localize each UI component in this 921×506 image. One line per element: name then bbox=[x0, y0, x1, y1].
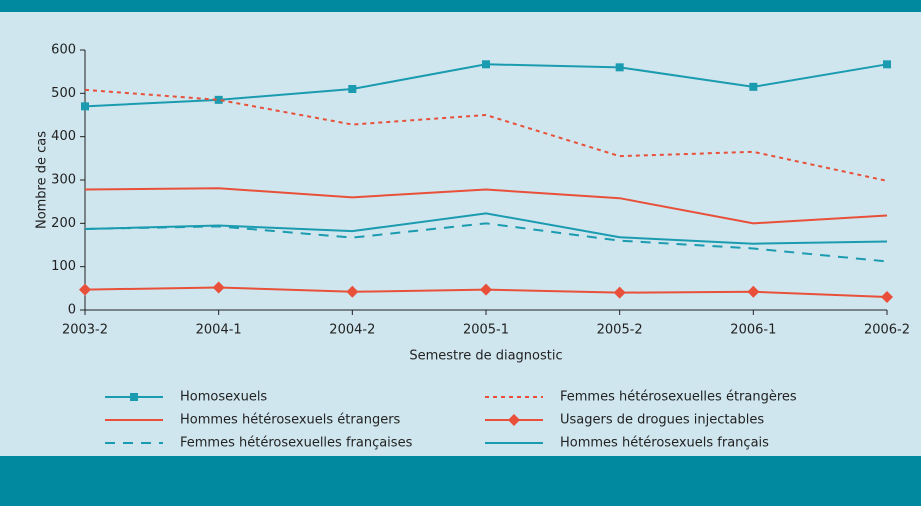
top-bar bbox=[0, 0, 921, 12]
x-tick-label: 2005-1 bbox=[463, 323, 509, 338]
marker bbox=[130, 393, 138, 401]
legend-label: Usagers de drogues injectables bbox=[560, 413, 764, 428]
x-tick-label: 2006-1 bbox=[730, 323, 776, 338]
marker bbox=[883, 60, 891, 69]
line bbox=[84, 187, 888, 225]
marker bbox=[348, 85, 357, 93]
y-tick-label: 100 bbox=[51, 259, 76, 274]
marker bbox=[747, 285, 760, 298]
marker bbox=[749, 82, 758, 91]
x-tick-label: 2004-2 bbox=[329, 323, 375, 338]
bottom-bar bbox=[0, 456, 921, 506]
marker bbox=[482, 60, 490, 69]
x-axis-label: Semestre de diagnostic bbox=[409, 349, 562, 364]
x-tick-label: 2004-1 bbox=[196, 323, 242, 338]
y-tick-label: 300 bbox=[51, 173, 76, 188]
y-tick-label: 200 bbox=[51, 216, 76, 231]
line bbox=[84, 212, 888, 245]
y-tick-label: 600 bbox=[51, 43, 76, 58]
marker bbox=[508, 414, 520, 426]
marker bbox=[81, 102, 89, 111]
marker bbox=[79, 283, 91, 296]
y-axis-label: Nombre de cas bbox=[35, 131, 50, 229]
legend-label: Homosexuels bbox=[180, 390, 267, 405]
legend-label: Hommes hétérosexuels étrangers bbox=[180, 413, 401, 428]
marker bbox=[212, 281, 225, 294]
line bbox=[84, 88, 888, 182]
legend-label: Hommes hétérosexuels français bbox=[560, 436, 769, 451]
marker bbox=[881, 291, 893, 303]
marker bbox=[214, 95, 223, 104]
y-tick-label: 500 bbox=[51, 86, 76, 101]
x-tick-label: 2006-2 bbox=[864, 323, 910, 338]
y-tick-label: 0 bbox=[68, 303, 76, 318]
legend-label: Femmes hétérosexuelles étrangères bbox=[560, 390, 797, 405]
legend-label: Femmes hétérosexuelles françaises bbox=[180, 436, 413, 451]
marker bbox=[346, 285, 359, 298]
marker bbox=[613, 286, 626, 299]
y-tick-label: 400 bbox=[51, 129, 76, 144]
x-tick-label: 2005-2 bbox=[597, 323, 643, 338]
marker bbox=[615, 63, 624, 72]
x-tick-label: 2003-2 bbox=[62, 323, 108, 338]
marker bbox=[480, 283, 492, 296]
